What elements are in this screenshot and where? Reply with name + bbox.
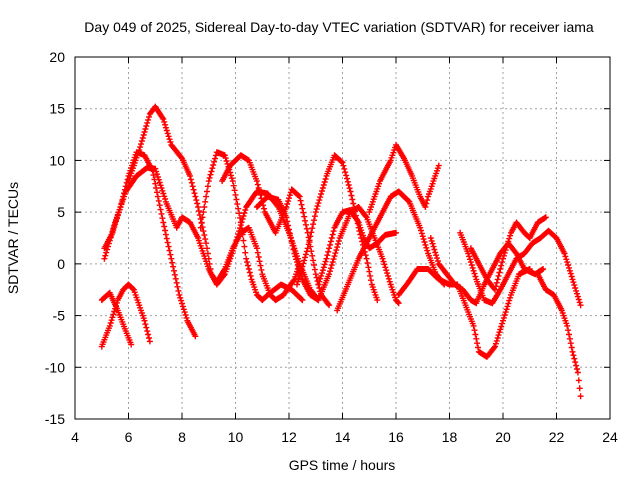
series-arc-6 — [197, 149, 306, 304]
x-tick-label: 22 — [549, 429, 565, 445]
series-arc-9 — [294, 152, 381, 304]
y-tick-label: -5 — [53, 308, 66, 324]
y-tick-label: 20 — [49, 49, 65, 65]
x-axis-label: GPS time / hours — [289, 457, 396, 473]
series-arc-15 — [457, 227, 584, 309]
y-tick-label: 10 — [49, 152, 65, 168]
x-tick-label: 14 — [335, 429, 351, 445]
y-tick-label: 0 — [57, 256, 65, 272]
y-tick-label: -15 — [45, 411, 65, 427]
y-axis-label: SDTVAR / TECUs — [5, 182, 21, 294]
x-tick-label: 8 — [178, 429, 186, 445]
x-tick-label: 24 — [602, 429, 618, 445]
x-tick-label: 18 — [442, 429, 458, 445]
series-arc-2 — [98, 281, 153, 350]
series-arc-17 — [534, 271, 584, 400]
series-arc-7 — [219, 152, 333, 309]
y-tick-label: 5 — [57, 204, 65, 220]
x-tick-label: 20 — [495, 429, 511, 445]
series-arc-13 — [395, 266, 533, 360]
axis-ticks: 4 6 8 10 12 14 16 18 20 22 24 -15 -10 -5 0 5 10 15 20 — [45, 49, 618, 445]
y-tick-label: 15 — [49, 101, 65, 117]
x-tick-label: 4 — [71, 429, 79, 445]
series-arc-16 — [467, 214, 549, 293]
data-series — [98, 103, 584, 400]
series-arc-11 — [334, 188, 448, 314]
chart-title: Day 049 of 2025, Sidereal Day-to-day VTE… — [84, 19, 594, 35]
series-arc-10 — [315, 207, 399, 288]
x-tick-label: 12 — [281, 429, 297, 445]
y-tick-label: -10 — [45, 359, 65, 375]
x-tick-label: 16 — [388, 429, 404, 445]
x-tick-label: 6 — [125, 429, 133, 445]
x-tick-label: 10 — [228, 429, 244, 445]
series-arc-12 — [366, 141, 442, 216]
series-arc-1 — [98, 289, 135, 348]
